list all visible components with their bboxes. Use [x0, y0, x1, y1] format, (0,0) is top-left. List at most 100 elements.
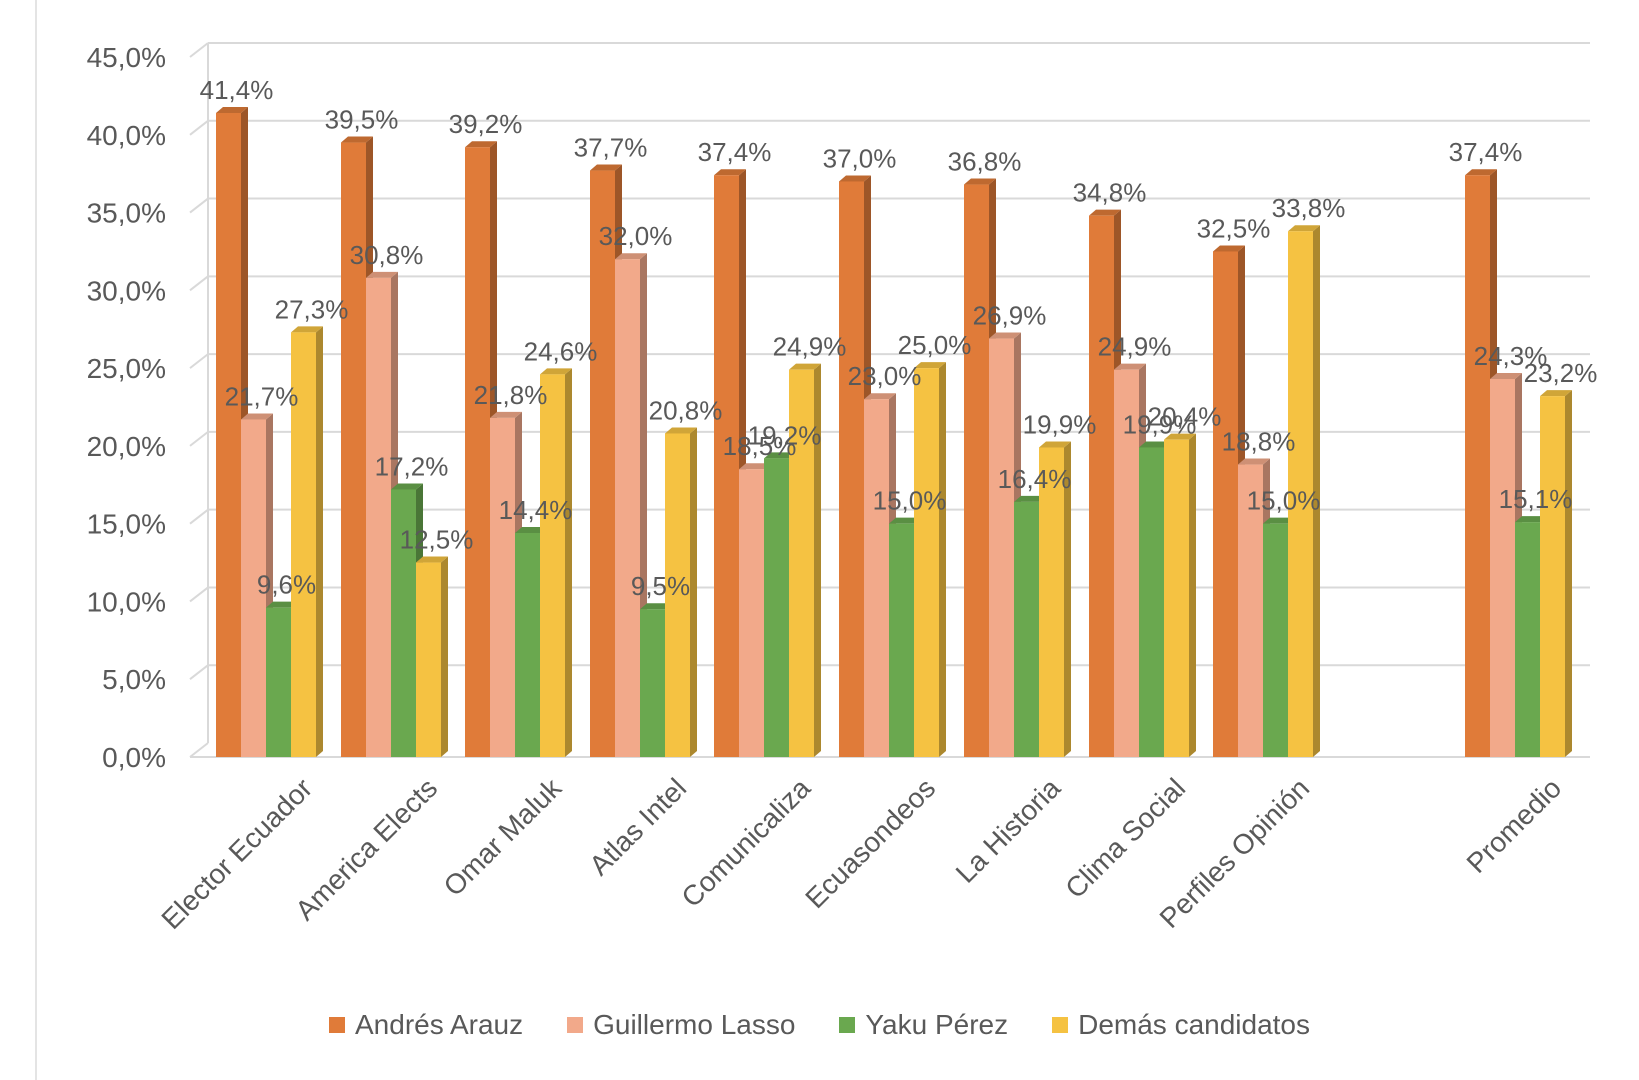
- gridline-depth: [189, 275, 209, 292]
- data-label: 32,5%: [1197, 213, 1271, 243]
- axis-depth-line: [189, 742, 209, 758]
- data-label: 18,5%: [723, 431, 797, 461]
- bar: [739, 469, 764, 757]
- bar-top: [1213, 245, 1245, 252]
- bar: [1039, 447, 1064, 757]
- bar: [266, 607, 291, 757]
- x-tick-label: Omar Maluk: [438, 772, 568, 902]
- bar: [615, 259, 640, 757]
- data-label: 24,6%: [524, 336, 598, 366]
- data-label: 21,7%: [225, 381, 299, 411]
- legend-item-guillermo-lasso: Guillermo Lasso: [567, 1009, 795, 1041]
- bar: [1213, 251, 1238, 757]
- legend-label: Demás candidatos: [1078, 1009, 1310, 1040]
- bar-top: [764, 452, 796, 459]
- bar-top: [1238, 458, 1270, 465]
- y-tick-label: 40,0%: [87, 120, 166, 151]
- bar-top: [1263, 517, 1295, 524]
- data-label: 20,4%: [1148, 402, 1222, 432]
- legend-swatch: [567, 1017, 584, 1033]
- data-label: 34,8%: [1073, 178, 1147, 208]
- bar-chart-svg: 0,0% 5,0% 10,0% 15,0% 20,0% 25,0% 30,0% 35,0% 40…: [87, 42, 1598, 935]
- y-tick-label: 15,0%: [87, 509, 166, 540]
- gridline-depth: [189, 664, 209, 681]
- bar-side: [690, 427, 697, 757]
- data-label: 17,2%: [375, 451, 449, 481]
- data-label: 19,9%: [1023, 409, 1097, 439]
- bar: [341, 142, 366, 758]
- bar-top: [1490, 373, 1522, 379]
- data-label: 37,4%: [698, 137, 772, 167]
- bar-side: [441, 556, 448, 757]
- bar-top: [291, 326, 323, 333]
- bar-top: [789, 363, 821, 370]
- gridline-depth: [189, 508, 209, 525]
- legend-label: Guillermo Lasso: [593, 1009, 796, 1040]
- bar: [1114, 369, 1139, 757]
- bar: [416, 562, 441, 757]
- bar-top: [241, 413, 273, 420]
- gridline-depth: [189, 119, 209, 136]
- bar: [391, 489, 416, 757]
- data-label: 15,0%: [873, 486, 947, 516]
- bar-top: [1089, 209, 1121, 216]
- bar: [1263, 523, 1288, 757]
- data-label: 37,0%: [823, 143, 897, 173]
- data-label: 15,0%: [1247, 486, 1321, 516]
- x-tick-label: La Historia: [950, 772, 1067, 889]
- bar: [864, 399, 889, 757]
- data-label: 39,2%: [449, 109, 523, 139]
- bar-top: [1139, 441, 1171, 448]
- legend-label: Yaku Pérez: [865, 1009, 1009, 1040]
- data-label: 37,7%: [574, 133, 648, 163]
- bar: [241, 419, 266, 757]
- bar: [216, 113, 241, 757]
- y-tick-label: 20,0%: [87, 431, 166, 462]
- bar-side: [1313, 225, 1320, 757]
- bar: [964, 184, 989, 758]
- bar: [989, 338, 1014, 757]
- data-label: 12,5%: [400, 525, 474, 555]
- bar-top: [1540, 390, 1572, 397]
- bar-top: [864, 393, 896, 400]
- bar-side: [1565, 390, 1572, 757]
- data-label: 26,9%: [973, 301, 1047, 331]
- bar-side: [814, 363, 821, 757]
- bar: [839, 181, 864, 757]
- y-tick-label: 0,0%: [102, 742, 166, 773]
- x-tick-label: Comunicaliza: [675, 772, 816, 913]
- bar-top: [1515, 516, 1547, 523]
- bar-side: [939, 362, 946, 757]
- bar-top: [640, 603, 672, 610]
- data-label: 14,4%: [499, 495, 573, 525]
- bar-top: [615, 253, 647, 260]
- bar-top: [665, 427, 697, 434]
- legend-label: Andrés Arauz: [355, 1009, 524, 1040]
- bar: [1490, 379, 1515, 757]
- bar-top: [341, 136, 373, 143]
- bar: [540, 374, 565, 757]
- data-label: 37,4%: [1449, 137, 1523, 167]
- legend-swatch: [1052, 1017, 1069, 1033]
- y-tick-label: 25,0%: [87, 353, 166, 384]
- bar-top: [889, 517, 921, 524]
- gridline-depth: [189, 42, 209, 58]
- data-label: 23,2%: [1524, 358, 1598, 388]
- data-label: 19,2%: [748, 420, 822, 450]
- gridline-depth: [189, 586, 209, 603]
- bar-side: [1064, 441, 1071, 757]
- left-border-line: [35, 0, 37, 1080]
- data-label: 18,8%: [1222, 427, 1296, 457]
- data-label: 24,3%: [1474, 341, 1548, 371]
- bar-top: [515, 527, 547, 533]
- bar-top: [416, 556, 448, 563]
- y-tick-label: 45,0%: [87, 42, 166, 73]
- bar-top: [1114, 363, 1146, 370]
- data-label: 30,8%: [350, 240, 424, 270]
- data-label: 41,4%: [200, 75, 274, 105]
- bar: [1164, 439, 1189, 757]
- data-label: 27,3%: [275, 294, 349, 324]
- legend-swatch: [839, 1017, 856, 1033]
- bar: [1089, 215, 1114, 757]
